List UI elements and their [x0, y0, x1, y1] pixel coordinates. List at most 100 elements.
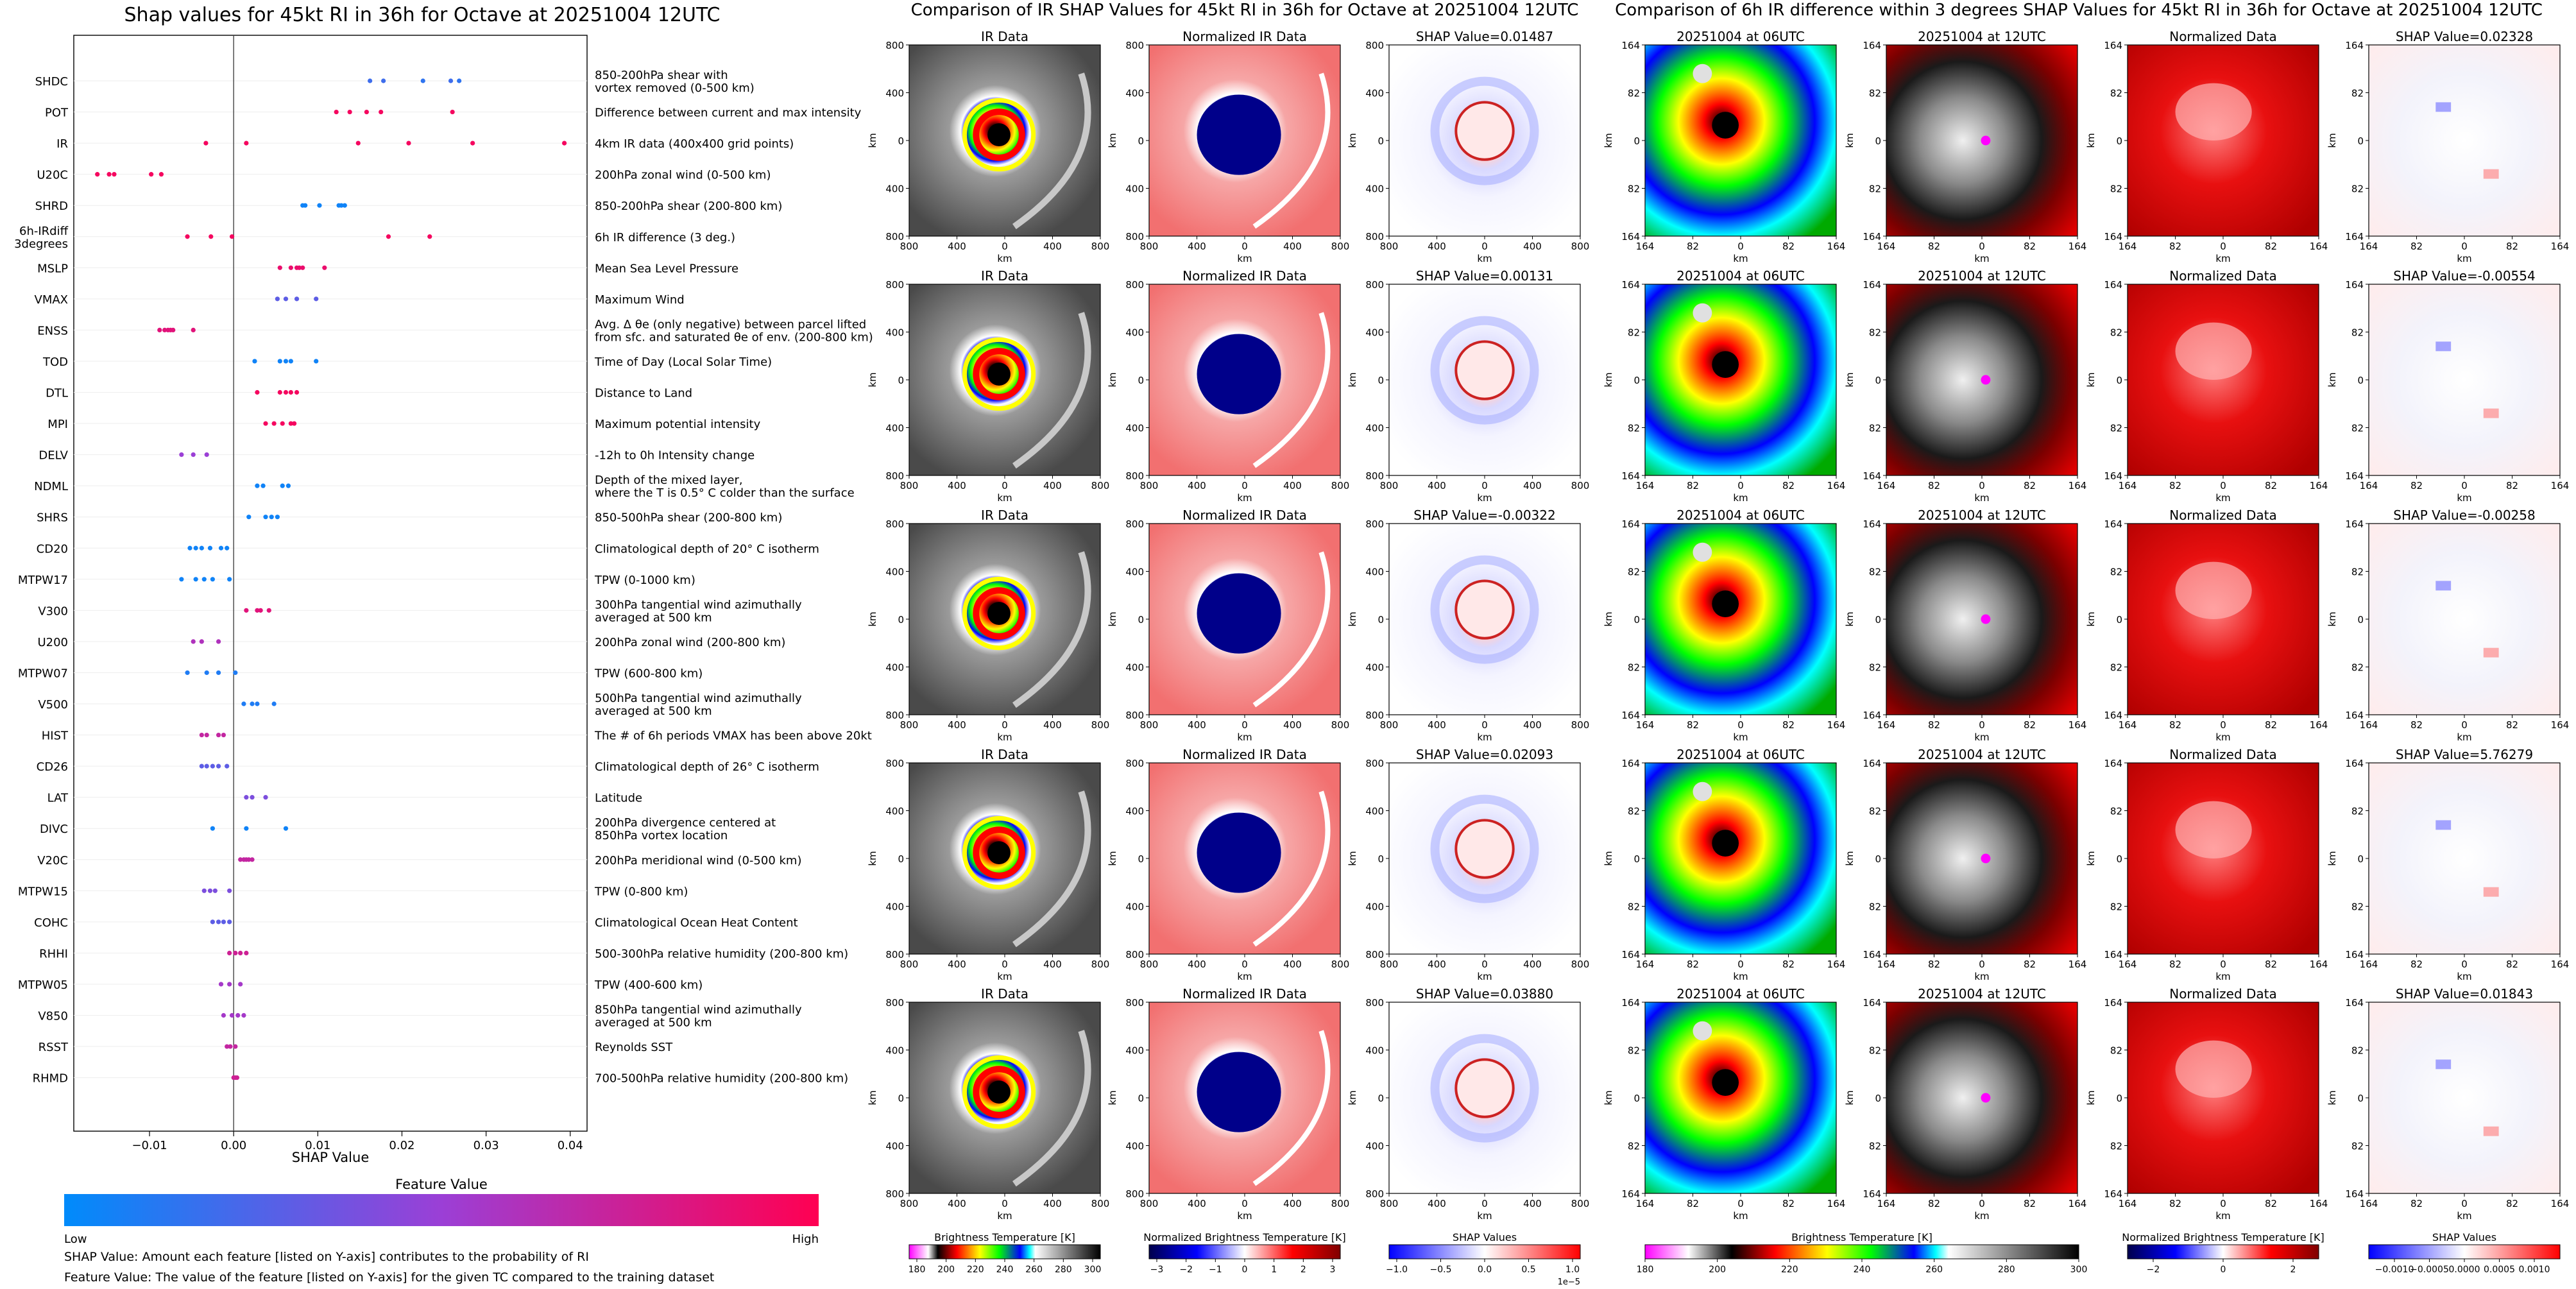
shap-point [294, 296, 300, 302]
panel-x-tick-label: 800 [1140, 241, 1159, 252]
panel-y-tick-label: 164 [1621, 997, 1640, 1009]
panel-y-tick-label: 400 [1125, 806, 1144, 817]
panel-x-tick-label: 164 [2119, 959, 2137, 970]
panel-x-tick-label: 400 [948, 1198, 966, 1209]
irdiff-panel-title: SHAP Value=0.01843 [2396, 986, 2533, 1002]
shap-point [193, 545, 198, 551]
panel-y-axis-label: km [2326, 611, 2338, 626]
panel-x-tick-label: 800 [1331, 719, 1350, 731]
shap-point [266, 608, 271, 613]
irdiff-panel-title: Normalized Data [2169, 268, 2277, 284]
panel-x-tick-label: 164 [2119, 719, 2137, 731]
feature-label: IR [56, 137, 68, 151]
panel-y-tick-label: 0 [2116, 375, 2122, 386]
irdiff-colorbar-gradient [1644, 1244, 2079, 1259]
panel-x-tick-label: 164 [1827, 241, 1846, 252]
panel-y-tick-label: 82 [1869, 1141, 1881, 1152]
shap-title: Shap values for 45kt RI in 36h for Octav… [124, 4, 721, 26]
panel-y-tick-label: 400 [1365, 1045, 1384, 1057]
ir-colorbar-tick-label: 260 [1025, 1265, 1043, 1275]
feature-label: SHDC [35, 75, 68, 89]
shap-point [457, 78, 462, 83]
panel-x-tick-label: 82 [1782, 480, 1795, 491]
panel-x-tick-label: 164 [2360, 241, 2378, 252]
x-tick-label: 0.02 [389, 1139, 414, 1152]
panel-y-tick-label: 400 [1125, 901, 1144, 913]
panel-y-tick-label: 0 [1875, 614, 1881, 626]
panel-y-tick-label: 0 [2357, 375, 2364, 386]
shap-point [288, 359, 293, 364]
shap-point [207, 888, 213, 893]
panel-y-tick-label: 164 [1621, 518, 1640, 530]
panel-x-tick-label: 0 [1481, 959, 1488, 970]
panel-y-tick-label: 0 [1875, 1093, 1881, 1104]
irdiff-colorbar-label: Normalized Brightness Temperature [K] [2122, 1231, 2324, 1243]
panel-y-tick-label: 82 [1869, 1045, 1881, 1057]
panel-x-tick-label: 82 [2169, 959, 2181, 970]
ir-panel-title: IR Data [981, 508, 1028, 523]
panel-x-tick-label: 82 [1928, 480, 1940, 491]
shap-point [269, 515, 274, 520]
panel-y-tick-label: 400 [1365, 567, 1384, 578]
shap-point [317, 203, 322, 208]
panel-x-tick-label: 164 [2068, 959, 2087, 970]
irdiff-panel-title: 20251004 at 12UTC [1918, 268, 2046, 284]
diff-shap-image [2369, 524, 2560, 715]
ir-colorbar-tick-label: 200 [937, 1265, 955, 1275]
panel-x-tick-label: 0 [2220, 719, 2226, 731]
panel-y-tick-label: 0 [1138, 614, 1144, 626]
shap-point [199, 545, 204, 551]
panel-y-tick-label: 400 [1125, 184, 1144, 195]
eyewall-core [973, 348, 1025, 400]
normalized-diff-image [2128, 763, 2319, 954]
shap-point [286, 483, 291, 488]
panel-y-axis-label: km [1347, 133, 1358, 148]
shap-point [250, 857, 255, 862]
cold-cloud [1712, 112, 1739, 139]
shap-point [227, 888, 232, 893]
ir-colorbar-tick-label: 0.0 [1478, 1265, 1492, 1275]
panel-x-tick-label: 400 [1428, 959, 1446, 970]
shap-point [427, 234, 432, 239]
eyewall-ring [962, 98, 1036, 172]
ir-colorbar-tick-label: −3 [1150, 1265, 1164, 1275]
irdiff-panel-title: 20251004 at 12UTC [1918, 986, 2046, 1002]
eye [987, 841, 1011, 864]
shap-point [107, 172, 112, 177]
irdiff-colorbar-tick-label: 280 [1998, 1265, 2015, 1275]
irdiff-colorbar-label: Brightness Temperature [K] [1791, 1231, 1932, 1243]
panel-y-tick-label: 0 [1378, 614, 1384, 626]
ir-colorbar: SHAP Values −1.0 −0.5 0.0 0.5 1.0 1e−5 [1386, 1231, 1581, 1287]
panel-y-tick-label: 0 [2357, 614, 2364, 626]
panel-y-tick-label: 164 [2104, 949, 2122, 960]
panel-y-tick-label: 82 [1869, 88, 1881, 99]
panel-y-tick-label: 0 [1378, 853, 1384, 865]
shap-point [216, 764, 221, 769]
shap-point [185, 670, 190, 676]
panel-y-tick-label: 0 [2116, 135, 2122, 147]
shap-point [386, 234, 391, 239]
panel-y-axis-label: km [1107, 133, 1118, 148]
shap-point [420, 78, 425, 83]
panel-y-tick-label: 164 [2104, 40, 2122, 51]
panel-y-tick-label: 400 [885, 327, 904, 339]
shap-point [275, 515, 280, 520]
ir-colorbar-tick-label: 0 [1242, 1265, 1248, 1275]
feature-description: The # of 6h periods VMAX has been above … [594, 730, 872, 743]
panel-y-tick-label: 800 [885, 758, 904, 769]
eyewall-core [973, 1066, 1025, 1118]
shap-point [233, 950, 238, 955]
panel-x-axis-label: km [997, 731, 1012, 743]
feature-label: POT [45, 107, 69, 120]
panel-y-tick-label: 0 [1875, 853, 1881, 865]
panel-y-tick-label: 164 [1863, 470, 1881, 482]
shap-point [314, 296, 319, 302]
shap-point [241, 701, 246, 706]
panel-y-tick-label: 400 [1125, 327, 1144, 339]
shap-point [238, 982, 243, 987]
panel-y-axis-label: km [2085, 372, 2097, 387]
panel-y-axis-label: km [1347, 1090, 1358, 1105]
panel-x-tick-label: 400 [1188, 1198, 1206, 1209]
shap-point [381, 78, 386, 83]
